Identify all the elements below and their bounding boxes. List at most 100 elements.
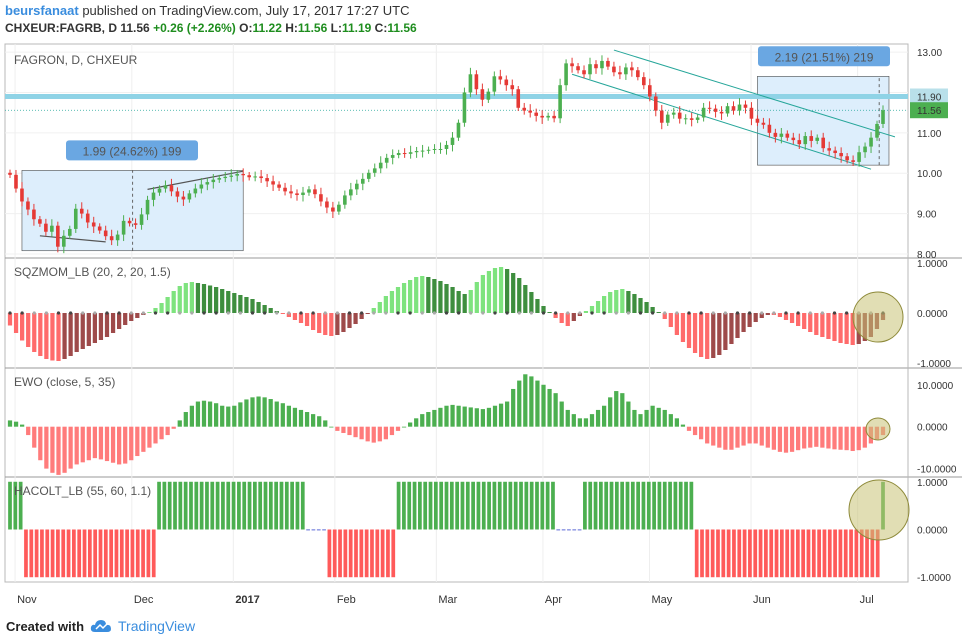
squeeze-dot xyxy=(56,311,61,315)
candle-body xyxy=(181,196,186,200)
indicator-bar xyxy=(547,312,552,313)
candle-body xyxy=(558,85,562,119)
squeeze-dot xyxy=(250,311,255,315)
indicator-bar xyxy=(462,294,467,313)
indicator-bar xyxy=(329,313,334,336)
squeeze-dot xyxy=(566,311,570,315)
squeeze-dot xyxy=(299,311,303,315)
indicator-bar xyxy=(359,313,364,319)
indicator-bar xyxy=(226,291,231,313)
indicator-bar xyxy=(377,302,382,313)
candle-body xyxy=(432,148,437,150)
candle-body xyxy=(8,172,12,175)
indicator-bar xyxy=(365,426,370,442)
indicator-bar xyxy=(298,313,304,323)
squeeze-dot xyxy=(69,311,73,315)
indicator-bar xyxy=(652,481,656,530)
indicator-bar xyxy=(492,405,498,427)
indicator-tick-label: 1.0000 xyxy=(917,259,948,270)
indicator-bar xyxy=(348,529,353,578)
indicator-bar xyxy=(292,313,298,320)
indicator-bar xyxy=(375,529,380,578)
indicator-bar xyxy=(123,426,128,464)
indicator-bar xyxy=(244,399,249,427)
measure-label-2: 2.19 (21.51%) 219 xyxy=(775,50,874,64)
indicator-bar xyxy=(826,313,831,339)
publish-header: beursfanaat published on TradingView.com… xyxy=(5,3,409,18)
indicator-bar xyxy=(668,313,673,327)
squeeze-dot xyxy=(129,311,133,315)
indicator-bar xyxy=(371,426,376,443)
price-tick-label: 10.00 xyxy=(917,169,942,180)
indicator-bar xyxy=(808,426,813,448)
author-link[interactable]: beursfanaat xyxy=(5,3,79,18)
candle-body xyxy=(653,96,658,111)
ohlc-open: 11.22 xyxy=(252,21,282,35)
indicator-bar xyxy=(699,426,704,440)
indicator-bar xyxy=(859,529,864,578)
ohlc-close-label: C: xyxy=(374,21,388,35)
indicator-bar xyxy=(608,397,613,427)
indicator-bar xyxy=(513,481,518,530)
indicator-bar xyxy=(444,284,449,313)
candle-body xyxy=(701,107,706,118)
indicator-bar xyxy=(274,481,279,530)
indicator-bar xyxy=(608,292,613,313)
candle-body xyxy=(839,153,843,157)
last-price-axis-label: 11.56 xyxy=(917,106,942,117)
candle-body xyxy=(408,152,413,154)
tradingview-brand[interactable]: TradingView xyxy=(118,618,196,634)
indicator-bar xyxy=(481,481,486,530)
candle-body xyxy=(97,226,102,231)
candle-body xyxy=(241,174,245,176)
indicator-bar xyxy=(220,405,225,427)
price-tick-label: 11.00 xyxy=(917,129,942,140)
indicator-bar xyxy=(806,529,811,578)
indicator-bar xyxy=(306,529,310,531)
indicator-bar xyxy=(292,407,298,427)
indicator-bar xyxy=(125,529,129,578)
indicator-bar xyxy=(420,276,425,313)
measure-label-1: 1.99 (24.62%) 199 xyxy=(83,144,182,158)
squeeze-dot xyxy=(117,311,121,315)
candle-body xyxy=(438,148,443,150)
indicator-bar xyxy=(753,313,758,322)
indicator-bar xyxy=(426,277,431,313)
indicator-bar xyxy=(226,481,231,530)
squeeze-dot xyxy=(226,311,230,315)
squeeze-dot xyxy=(748,311,752,315)
indicator-bar xyxy=(817,529,821,578)
candle-body xyxy=(881,110,885,124)
indicator-bar xyxy=(439,481,444,530)
candle-body xyxy=(725,106,730,114)
candle-body xyxy=(564,63,568,86)
indicator-bar xyxy=(135,529,140,578)
ohlc-high-label: H: xyxy=(285,21,298,35)
price-tick-label: 9.00 xyxy=(917,210,937,221)
squeeze-dot xyxy=(408,311,412,315)
indicator-bar xyxy=(694,529,699,578)
indicator-bar xyxy=(492,268,498,313)
indicator-bar xyxy=(486,271,492,313)
indicator-bar xyxy=(692,313,698,353)
candle-body xyxy=(366,172,371,179)
indicator-bar xyxy=(210,481,215,530)
indicator-bar xyxy=(588,481,593,530)
candle-body xyxy=(193,188,198,194)
squeeze-dot xyxy=(614,311,618,315)
squeeze-dot xyxy=(420,311,424,315)
indicator-bar xyxy=(86,313,91,346)
indicator-bar xyxy=(769,529,774,578)
squeeze-dot xyxy=(602,311,606,315)
indicator-bar xyxy=(465,481,470,530)
squeeze-dot xyxy=(32,311,36,315)
price-tick-label: 8.00 xyxy=(917,250,937,261)
squeeze-dot xyxy=(432,311,436,315)
indicator-bar xyxy=(183,412,188,427)
chart-svg[interactable]: NovDec2017FebMarAprMayJunJul13.0012.0011… xyxy=(0,40,972,610)
indicator-bar xyxy=(614,290,619,313)
squeeze-dot xyxy=(699,311,703,315)
indicator-bar xyxy=(843,529,848,578)
indicator-bar xyxy=(870,529,875,578)
symbol-name[interactable]: CHXEUR:FAGRB, D xyxy=(5,21,118,35)
